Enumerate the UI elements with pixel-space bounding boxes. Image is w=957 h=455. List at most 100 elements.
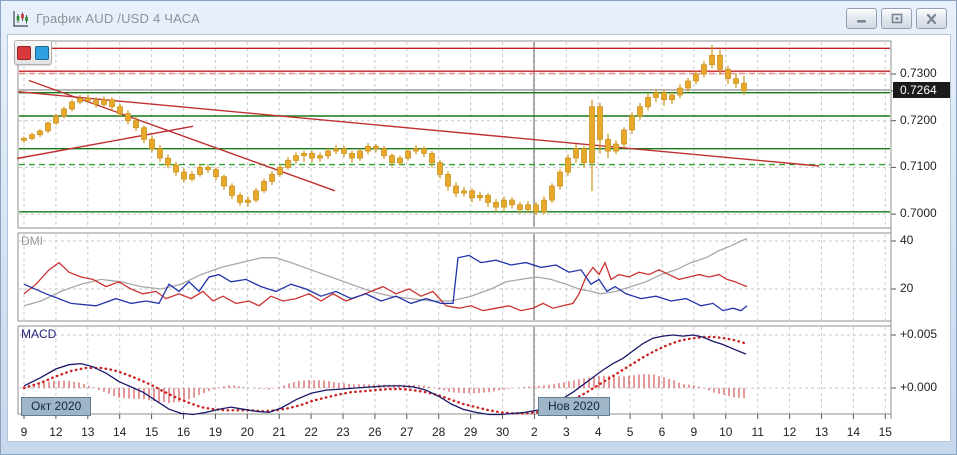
plus-di-line	[23, 254, 748, 312]
candle-body	[213, 169, 219, 178]
candle-body	[101, 99, 107, 105]
candle-body	[325, 150, 331, 157]
candle-body	[437, 162, 443, 175]
candle-body	[61, 108, 67, 117]
candle-body	[453, 185, 459, 194]
candle-body	[293, 155, 299, 161]
candle-body	[141, 127, 147, 140]
candle-body	[557, 171, 563, 187]
red-marker-button[interactable]	[17, 45, 31, 60]
x-axis-label: 21	[272, 425, 286, 439]
restore-icon	[891, 13, 902, 24]
restore-button[interactable]	[881, 8, 912, 29]
macd-main-line	[23, 334, 747, 416]
candle-body	[229, 185, 235, 196]
window-titlebar[interactable]: График AUD /USD 4 ЧАСА	[4, 4, 955, 33]
candle-body	[53, 115, 59, 124]
x-axis-label: 12	[49, 425, 63, 439]
candle-body	[693, 73, 699, 82]
price-axis-label: 0.7100	[900, 159, 937, 174]
candle-body	[381, 148, 387, 157]
candle-body	[573, 148, 579, 159]
trend-line[interactable]	[16, 125, 194, 160]
x-axis-label: 26	[368, 425, 382, 439]
x-axis-label: 4	[594, 425, 602, 439]
candle-body	[93, 100, 99, 105]
minus-di-line	[23, 260, 748, 312]
dmi-panel-label: DMI	[21, 234, 43, 248]
dmi-axis-label: 20	[900, 281, 914, 295]
candle-body	[421, 148, 427, 154]
window-controls	[846, 8, 947, 29]
candle-body	[221, 176, 227, 187]
dmi-axis-label: 40	[900, 233, 914, 247]
candle-body	[157, 148, 163, 159]
candle-body	[509, 199, 515, 206]
candle-body	[77, 97, 83, 103]
x-axis-label: 19	[208, 425, 223, 439]
x-axis-label: 15	[878, 425, 892, 439]
axis-ticks	[23, 73, 896, 419]
candle-body	[469, 190, 475, 199]
x-axis-label: 14	[113, 425, 127, 439]
x-axis-label: 20	[240, 425, 254, 439]
macd-panel-label: MACD	[21, 327, 57, 341]
chart-toolbar	[14, 40, 52, 65]
candle-body	[565, 157, 571, 173]
candle-body	[549, 185, 555, 201]
candle-body	[365, 145, 371, 152]
candles	[21, 45, 747, 215]
candle-body	[189, 173, 195, 180]
candle-body	[669, 94, 675, 101]
close-button[interactable]	[916, 8, 947, 29]
x-axis-label: 12	[782, 425, 797, 439]
x-axis-label: 23	[336, 425, 350, 439]
candle-body	[685, 80, 691, 89]
candle-body	[349, 152, 355, 159]
candle-body	[165, 157, 171, 166]
candle-body	[741, 82, 747, 92]
x-axis-label: 30	[495, 425, 510, 439]
candle-body	[725, 68, 731, 80]
blue-marker-button[interactable]	[35, 45, 49, 60]
candle-body	[373, 145, 379, 150]
candle-body	[181, 171, 187, 180]
x-axis-label: 2	[531, 425, 538, 439]
candle-body	[589, 106, 595, 164]
candle-body	[173, 164, 179, 173]
candle-body	[237, 194, 243, 203]
candle-body	[261, 180, 267, 192]
x-axis-label: 27	[400, 425, 414, 439]
minimize-button[interactable]	[846, 8, 877, 29]
candle-body	[501, 199, 507, 208]
candle-body	[149, 138, 155, 150]
x-axis-label: 29	[463, 425, 478, 439]
candle-body	[37, 130, 43, 136]
x-axis-label: 9	[690, 425, 698, 439]
x-axis-label: 9	[20, 425, 28, 439]
window-title: График AUD /USD 4 ЧАСА	[36, 11, 200, 26]
candle-body	[253, 190, 259, 201]
candle-body	[597, 106, 603, 140]
candle-body	[125, 113, 131, 122]
x-axis-label: 6	[658, 425, 666, 439]
x-axis-label: 5	[626, 425, 634, 439]
trend-line[interactable]	[17, 91, 820, 167]
current-price-badge: 0.7264	[893, 82, 950, 98]
candle-body	[389, 155, 395, 164]
candle-body	[117, 106, 123, 115]
macd-histogram	[23, 374, 745, 404]
candle-body	[525, 204, 531, 210]
candle-body	[205, 166, 211, 171]
candle-body	[637, 106, 643, 117]
candle-body	[245, 199, 251, 203]
candle-body	[21, 137, 27, 141]
candle-body	[717, 54, 723, 70]
candle-body	[413, 148, 419, 152]
candle-body	[397, 157, 403, 164]
candle-body	[533, 204, 539, 213]
candle-body	[493, 201, 499, 208]
candle-body	[285, 159, 291, 168]
